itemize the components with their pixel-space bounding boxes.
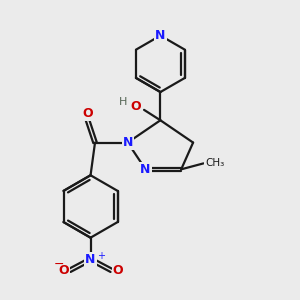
Text: N: N xyxy=(155,29,166,42)
Text: O: O xyxy=(130,100,141,113)
Text: +: + xyxy=(97,250,105,260)
Text: O: O xyxy=(112,264,123,277)
Text: O: O xyxy=(58,264,68,277)
Text: N: N xyxy=(140,163,151,176)
Text: O: O xyxy=(82,107,93,120)
Text: H: H xyxy=(119,98,128,107)
Text: N: N xyxy=(122,136,133,149)
Text: N: N xyxy=(85,253,96,266)
Text: CH₃: CH₃ xyxy=(205,158,224,168)
Text: −: − xyxy=(53,258,64,271)
